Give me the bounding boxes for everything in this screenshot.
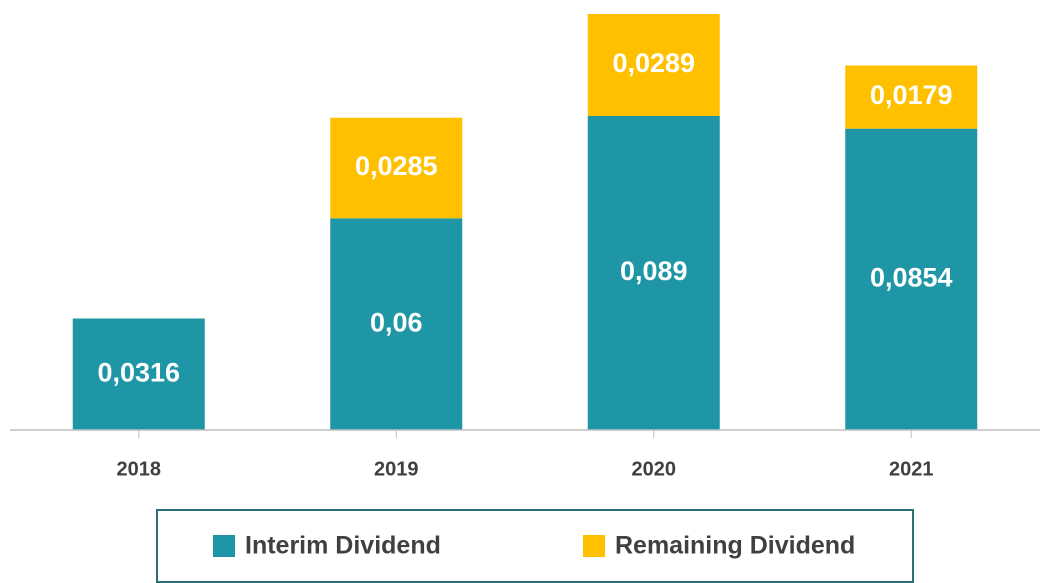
legend-box bbox=[156, 509, 914, 583]
bar-segment bbox=[330, 218, 463, 430]
bar-segment bbox=[845, 65, 978, 129]
data-label: 0,0285 bbox=[355, 151, 438, 181]
data-label: 0,06 bbox=[370, 307, 423, 337]
data-label: 0,0854 bbox=[870, 262, 953, 292]
bar-segment bbox=[330, 117, 463, 219]
data-label: 0,0289 bbox=[612, 48, 695, 78]
x-tick-label: 2021 bbox=[889, 458, 934, 480]
bar-segment bbox=[845, 128, 978, 430]
legend-swatch bbox=[213, 535, 235, 557]
x-tick-label: 2019 bbox=[374, 458, 419, 480]
bar-segment bbox=[72, 318, 205, 430]
bar-segment bbox=[587, 14, 720, 116]
data-label: 0,0316 bbox=[97, 357, 180, 387]
bar-segment bbox=[587, 115, 720, 430]
data-label: 0,0179 bbox=[870, 80, 953, 110]
x-tick-label: 2020 bbox=[632, 458, 677, 480]
legend-swatch bbox=[583, 535, 605, 557]
legend-label: Remaining Dividend bbox=[615, 532, 855, 560]
legend-label: Interim Dividend bbox=[245, 532, 441, 560]
data-label: 0,089 bbox=[620, 256, 688, 286]
x-tick-label: 2018 bbox=[117, 458, 162, 480]
